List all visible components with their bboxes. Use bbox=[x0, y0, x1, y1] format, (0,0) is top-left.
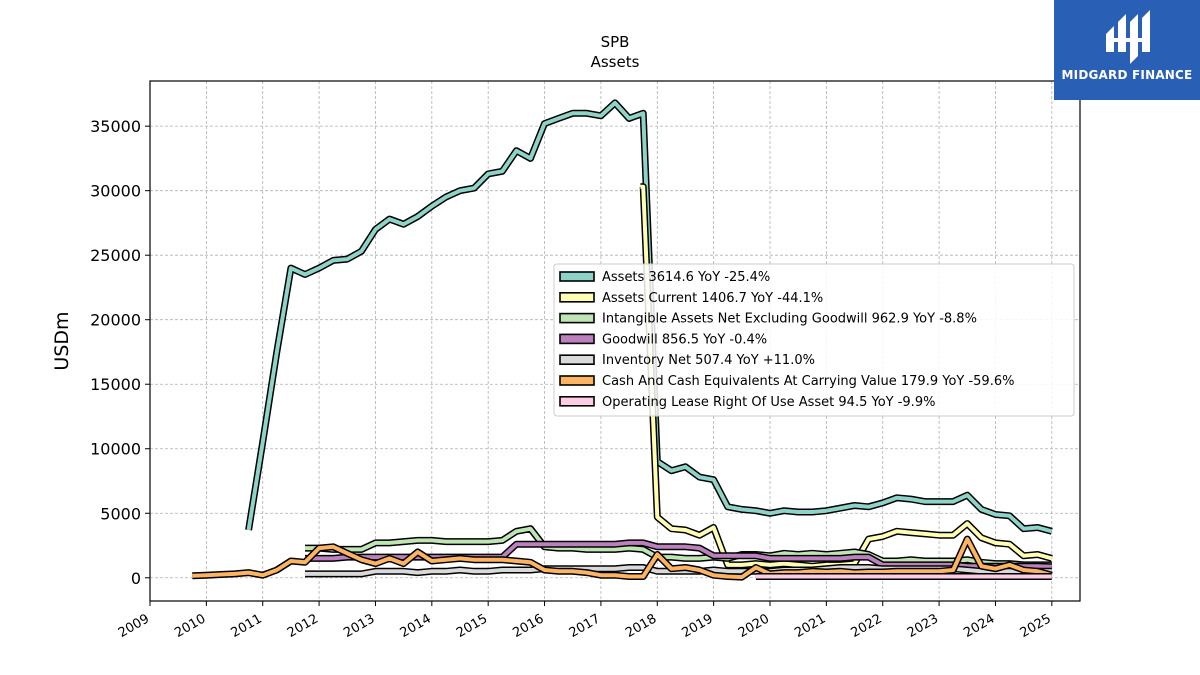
legend-swatch bbox=[559, 271, 595, 282]
legend-label: Cash And Cash Equivalents At Carrying Va… bbox=[602, 374, 1014, 389]
legend-label: Intangible Assets Net Excluding Goodwill… bbox=[602, 312, 977, 327]
legend-label: Goodwill 856.5 YoY -0.4% bbox=[602, 332, 767, 347]
x-tick-label: 2022 bbox=[849, 611, 885, 641]
plot-frame bbox=[149, 80, 1081, 602]
legend-swatch bbox=[559, 375, 595, 386]
logo-text: MIDGARD FINANCE bbox=[1061, 68, 1193, 82]
x-tick-label: 2011 bbox=[229, 611, 265, 641]
x-tick-label: 2023 bbox=[905, 611, 941, 641]
legend-label: Inventory Net 507.4 YoY +11.0% bbox=[602, 353, 815, 368]
x-tick-label: 2017 bbox=[567, 611, 603, 641]
x-tick-label: 2012 bbox=[285, 611, 321, 641]
x-tick-label: 2010 bbox=[172, 611, 208, 641]
legend-label: Assets Current 1406.7 YoY -44.1% bbox=[602, 291, 823, 306]
y-axis-label: USDm bbox=[51, 311, 73, 370]
y-tick-label: 0 bbox=[131, 569, 141, 588]
x-tick-label: 2016 bbox=[510, 611, 546, 641]
y-tick-label: 10000 bbox=[90, 440, 141, 459]
legend-swatch bbox=[559, 333, 595, 345]
y-tick-label: 25000 bbox=[90, 246, 141, 265]
x-tick-label: 2020 bbox=[736, 611, 772, 641]
x-tick-label: 2018 bbox=[623, 611, 659, 641]
brand-logo: MIDGARD FINANCE bbox=[1054, 0, 1200, 100]
x-tick-label: 2014 bbox=[398, 611, 434, 641]
series-line-2 bbox=[305, 526, 1052, 567]
y-tick-label: 35000 bbox=[90, 117, 141, 136]
legend-box bbox=[553, 263, 1075, 417]
x-tick-label: 2025 bbox=[1018, 611, 1054, 641]
x-tick-label: 2021 bbox=[792, 611, 828, 641]
series-line-5 bbox=[192, 537, 1053, 580]
y-tick-label: 5000 bbox=[100, 504, 141, 523]
legend-label: Assets 3614.6 YoY -25.4% bbox=[602, 270, 770, 285]
chart-subtitle: Assets bbox=[591, 53, 640, 71]
x-tick-label: 2009 bbox=[116, 611, 152, 641]
legend-swatch bbox=[559, 395, 595, 407]
y-tick-label: 15000 bbox=[90, 375, 141, 394]
x-tick-label: 2024 bbox=[961, 611, 997, 641]
legend-swatch bbox=[559, 312, 595, 324]
chart-title: SPB bbox=[601, 33, 630, 51]
x-tick-label: 2013 bbox=[341, 611, 377, 641]
y-tick-label: 30000 bbox=[90, 182, 141, 201]
legend-swatch bbox=[559, 354, 595, 366]
legend-label: Operating Lease Right Of Use Asset 94.5 … bbox=[602, 395, 935, 410]
logo-mark-icon bbox=[1106, 10, 1150, 64]
x-tick-label: 2019 bbox=[679, 611, 715, 641]
x-tick-label: 2015 bbox=[454, 611, 490, 641]
legend-swatch bbox=[559, 291, 595, 303]
y-tick-label: 20000 bbox=[90, 311, 141, 330]
